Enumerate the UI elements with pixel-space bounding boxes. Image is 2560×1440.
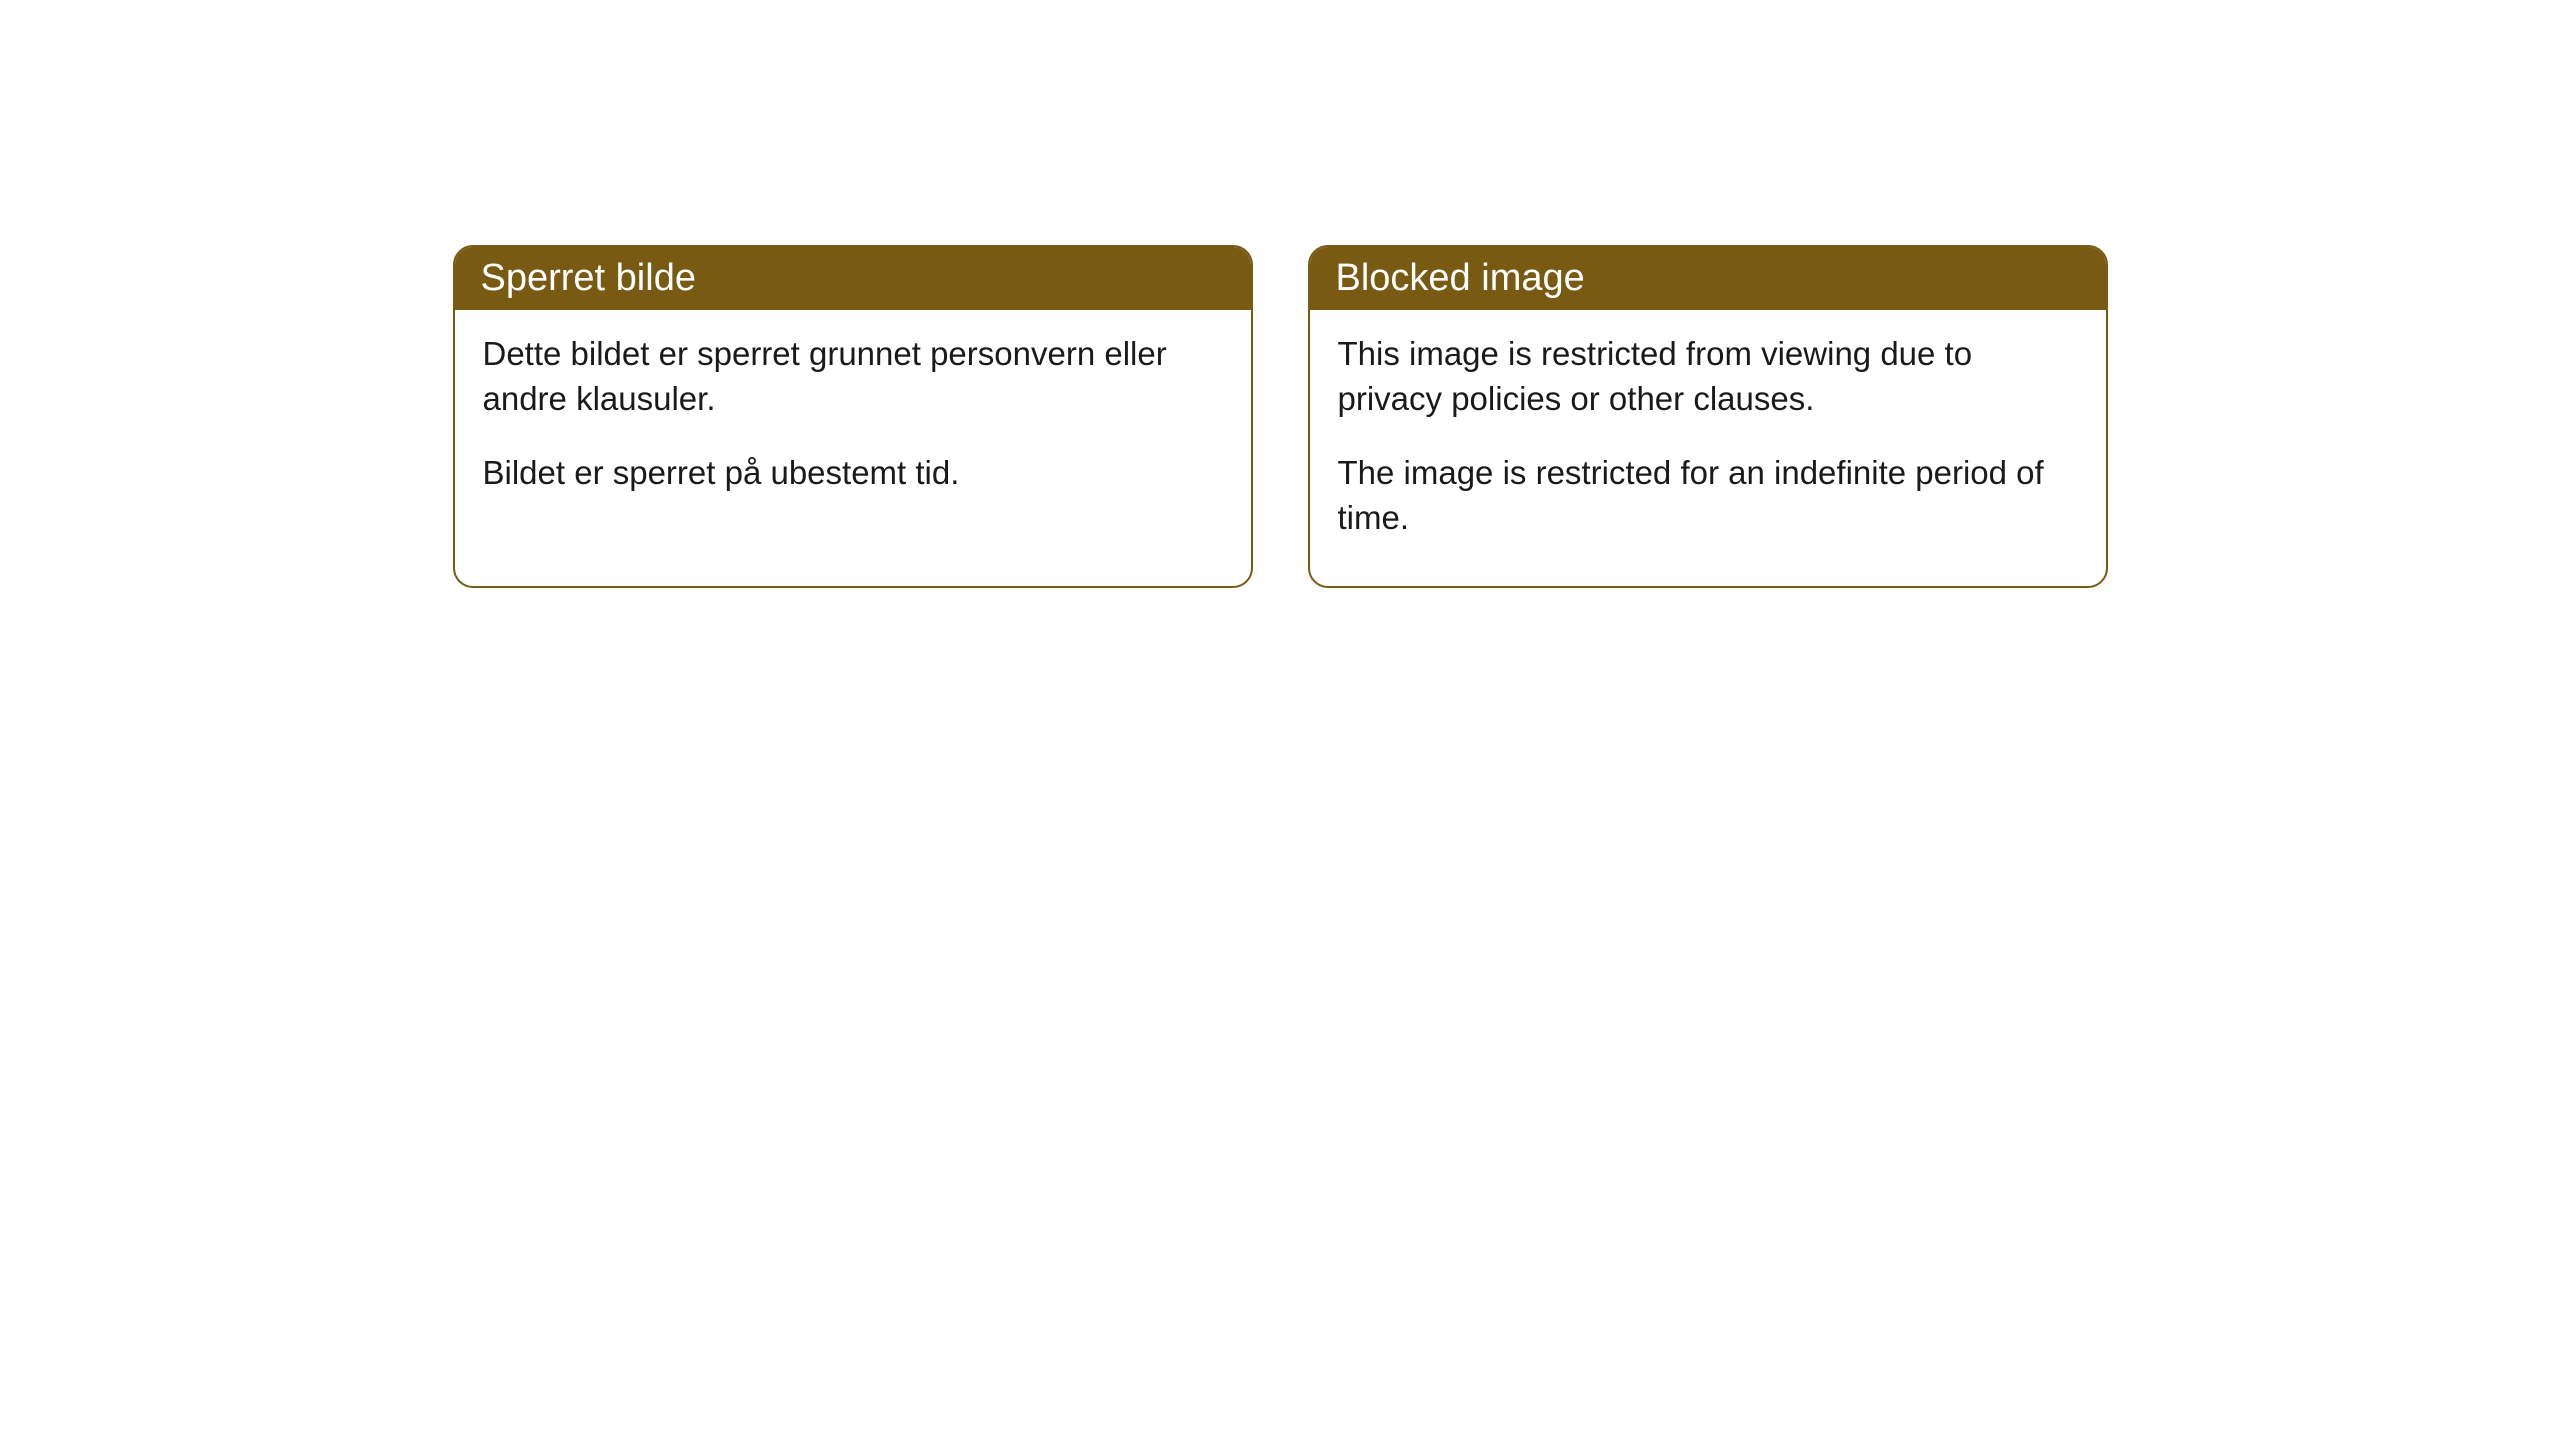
card-body-english: This image is restricted from viewing du… bbox=[1310, 310, 2106, 586]
card-title: Blocked image bbox=[1336, 257, 1585, 299]
card-paragraph-1: Dette bildet er sperret grunnet personve… bbox=[483, 332, 1223, 421]
card-paragraph-2: Bildet er sperret på ubestemt tid. bbox=[483, 451, 1223, 496]
card-title: Sperret bilde bbox=[481, 257, 696, 299]
card-header-english: Blocked image bbox=[1310, 247, 2106, 310]
blocked-image-card-english: Blocked image This image is restricted f… bbox=[1308, 245, 2108, 588]
card-body-norwegian: Dette bildet er sperret grunnet personve… bbox=[455, 310, 1251, 542]
blocked-image-card-norwegian: Sperret bilde Dette bildet er sperret gr… bbox=[453, 245, 1253, 588]
notice-cards-container: Sperret bilde Dette bildet er sperret gr… bbox=[0, 245, 2560, 588]
card-paragraph-1: This image is restricted from viewing du… bbox=[1338, 332, 2078, 421]
card-header-norwegian: Sperret bilde bbox=[455, 247, 1251, 310]
card-paragraph-2: The image is restricted for an indefinit… bbox=[1338, 451, 2078, 540]
